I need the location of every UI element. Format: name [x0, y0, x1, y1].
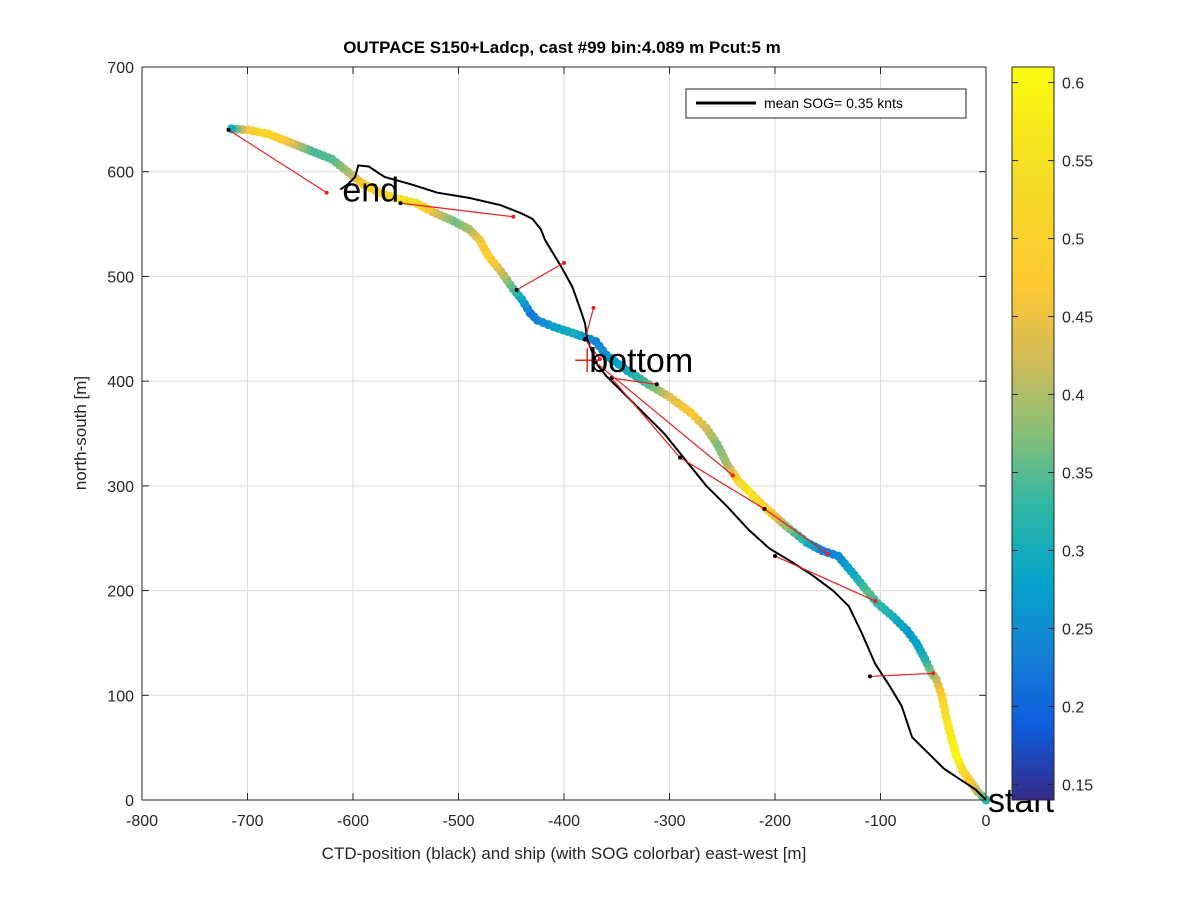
colorbar: [1011, 66, 1055, 801]
colorbar-tick-label: 0.2: [1062, 699, 1084, 716]
connection-ctd-marker: [873, 599, 878, 604]
connection-line: [400, 202, 514, 218]
colorbar-tick-label: 0.6: [1062, 76, 1084, 93]
connection-line: [611, 377, 681, 458]
colorbar-tick-label: 0.45: [1062, 310, 1093, 327]
annotation-end: end: [342, 172, 399, 210]
connection-ship-marker: [593, 360, 598, 365]
connection-ship-marker: [867, 674, 872, 679]
connection-line: [228, 129, 327, 194]
connection-ship-marker: [773, 554, 777, 559]
connection-line: [679, 457, 765, 510]
colorbar-tick-label: 0.5: [1062, 232, 1084, 249]
colorbar-tick-label: 0.15: [1062, 777, 1093, 794]
connection-ctd-marker: [324, 190, 329, 195]
connection-ship-marker: [654, 382, 659, 387]
connection-ctd-marker: [591, 305, 596, 310]
x-tick-label: -800: [126, 813, 158, 830]
connection-ship-marker: [398, 201, 403, 206]
connection-ship-marker: [514, 288, 519, 293]
chart-title: OUTPACE S150+Ladcp, cast #99 bin:4.089 m…: [343, 38, 781, 57]
legend: mean SOG= 0.35 knts: [685, 88, 967, 119]
annotation-bottom: bottom: [589, 342, 693, 380]
x-tick-label: -700: [231, 813, 263, 830]
connection-ctd-marker: [511, 214, 516, 219]
y-tick-label: 0: [125, 793, 134, 810]
x-tick-label: -600: [337, 813, 369, 830]
connection-line: [764, 508, 829, 555]
connection-line: [584, 338, 601, 360]
connection-ctd-marker: [825, 551, 830, 556]
connection-line: [595, 361, 734, 476]
x-tick-label: -400: [548, 813, 580, 830]
ctd-track: [339, 164, 987, 801]
y-tick-label: 600: [107, 165, 134, 182]
connection-ctd-marker: [931, 671, 936, 676]
connection-ship-marker: [583, 337, 588, 342]
x-tick-label: -100: [864, 813, 896, 830]
x-tick-label: -500: [442, 813, 474, 830]
colorbar-tick-label: 0.55: [1062, 154, 1093, 171]
y-tick-label: 100: [107, 688, 134, 705]
y-tick-label: 500: [107, 269, 134, 286]
y-tick-label: 300: [107, 479, 134, 496]
colorbar-ticks: 0.15 0.2 0.25 0.3 0.35 0.4 0.45 0.5 0.55 0.6: [1012, 76, 1093, 794]
connection-line: [869, 672, 934, 678]
y-tick-label: 200: [107, 584, 134, 601]
connection-line: [516, 262, 565, 291]
connection-ship-marker: [678, 455, 683, 460]
connection-line: [611, 377, 657, 385]
colorbar-tick-label: 0.35: [1062, 465, 1093, 482]
y-axis-label: north-south [m]: [71, 376, 90, 490]
connection-ctd-marker: [730, 473, 735, 478]
y-tick-label: 700: [107, 60, 134, 77]
connection-ctd-marker: [562, 260, 566, 265]
connection-ship-marker: [762, 506, 767, 511]
x-tick-label: 0: [982, 813, 991, 830]
ensemble-connections: [226, 127, 936, 679]
colorbar-tick-label: 0.3: [1062, 543, 1084, 560]
connection-ship-marker: [609, 376, 614, 381]
legend-label: mean SOG= 0.35 knts: [764, 95, 903, 111]
connection-line: [584, 307, 595, 340]
x-tick-label: -200: [759, 813, 791, 830]
colorbar-tick-label: 0.4: [1062, 388, 1084, 405]
connection-line: [774, 555, 876, 602]
x-axis-label: CTD-position (black) and ship (with SOG …: [322, 844, 807, 863]
y-tick-label: 400: [107, 374, 134, 391]
x-tick-label: -300: [653, 813, 685, 830]
axis-ticks: -800 -700 -600 -500 -400 -300 -200 -100 0 0 100 200…: [107, 60, 990, 830]
ctd-track-line: [339, 164, 987, 801]
connection-ship-marker: [226, 127, 231, 132]
colorbar-tick-label: 0.25: [1062, 621, 1093, 638]
